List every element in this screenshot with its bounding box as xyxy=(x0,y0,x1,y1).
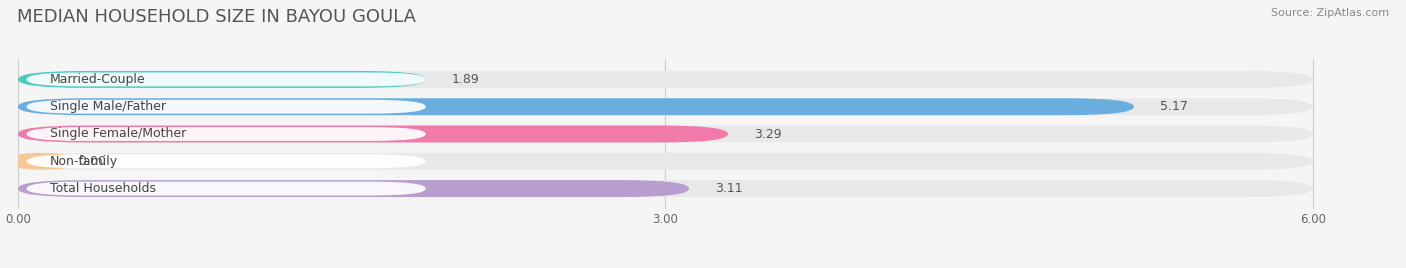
FancyBboxPatch shape xyxy=(18,125,728,143)
FancyBboxPatch shape xyxy=(18,125,1313,143)
FancyBboxPatch shape xyxy=(27,127,426,141)
FancyBboxPatch shape xyxy=(18,71,1313,88)
FancyBboxPatch shape xyxy=(18,153,65,170)
FancyBboxPatch shape xyxy=(18,153,1313,170)
FancyBboxPatch shape xyxy=(18,180,1313,197)
Text: 0.00: 0.00 xyxy=(79,155,107,168)
FancyBboxPatch shape xyxy=(18,98,1133,115)
FancyBboxPatch shape xyxy=(27,182,426,196)
FancyBboxPatch shape xyxy=(27,154,426,168)
Text: 1.89: 1.89 xyxy=(451,73,479,86)
FancyBboxPatch shape xyxy=(18,71,426,88)
FancyBboxPatch shape xyxy=(18,180,689,197)
Text: Single Male/Father: Single Male/Father xyxy=(51,100,166,113)
Text: 3.11: 3.11 xyxy=(716,182,742,195)
Text: 3.29: 3.29 xyxy=(754,128,782,140)
Text: Married-Couple: Married-Couple xyxy=(51,73,146,86)
Text: 5.17: 5.17 xyxy=(1160,100,1188,113)
Text: Total Households: Total Households xyxy=(51,182,156,195)
Text: Source: ZipAtlas.com: Source: ZipAtlas.com xyxy=(1271,8,1389,18)
FancyBboxPatch shape xyxy=(18,98,1313,115)
Text: Single Female/Mother: Single Female/Mother xyxy=(51,128,187,140)
Text: Non-family: Non-family xyxy=(51,155,118,168)
FancyBboxPatch shape xyxy=(27,72,426,86)
Text: MEDIAN HOUSEHOLD SIZE IN BAYOU GOULA: MEDIAN HOUSEHOLD SIZE IN BAYOU GOULA xyxy=(17,8,416,26)
FancyBboxPatch shape xyxy=(27,100,426,114)
